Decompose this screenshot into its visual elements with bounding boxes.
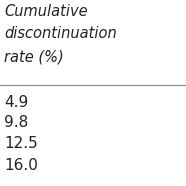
Text: discontinuation: discontinuation bbox=[4, 26, 117, 41]
Text: 12.5: 12.5 bbox=[4, 136, 38, 151]
Text: Cumulative: Cumulative bbox=[4, 4, 88, 19]
Text: rate (%): rate (%) bbox=[4, 50, 64, 65]
Text: 4.9: 4.9 bbox=[4, 95, 28, 110]
Text: 16.0: 16.0 bbox=[4, 158, 38, 173]
Text: 9.8: 9.8 bbox=[4, 115, 28, 130]
